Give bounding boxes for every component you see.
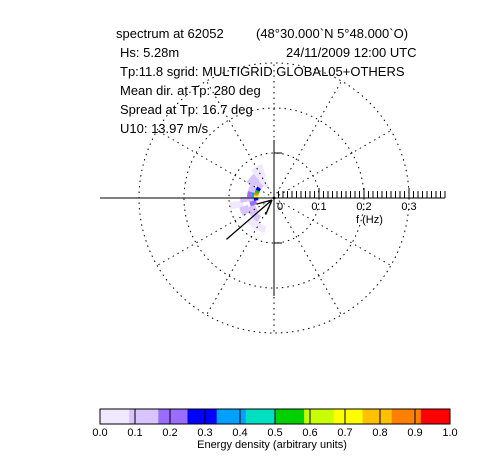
colorbar-swatch xyxy=(245,409,261,424)
colorbar-tick-label: 0.9 xyxy=(407,427,422,439)
spread-label: Spread at Tp: 16.7 deg xyxy=(120,102,253,117)
spectrum-cell xyxy=(246,216,262,231)
colorbar-swatch xyxy=(216,409,232,424)
wind-arrow xyxy=(226,199,273,240)
radial-axis-label: f (Hz) xyxy=(356,214,383,226)
colorbar-swatch xyxy=(202,409,217,424)
header: spectrum at 62052 (48°30.000`N 5°48.000`… xyxy=(116,26,417,136)
colorbar-tick-label: 0.2 xyxy=(162,427,177,439)
tp-grid-label: Tp:11.8 sgrid: MULTIGRID GLOBAL05+OTHERS xyxy=(120,64,405,79)
mean-dir-label: Mean dir. at Tp: 280 deg xyxy=(120,83,261,98)
wind-arrow-head xyxy=(256,199,273,205)
hs-label: Hs: 5.28m xyxy=(120,45,179,60)
colorbar-tick-label: 0.5 xyxy=(267,427,282,439)
polar-spoke xyxy=(273,197,342,316)
colorbar-swatch xyxy=(318,409,334,424)
colorbar-swatch xyxy=(391,409,407,424)
colorbar-tick-label: 1.0 xyxy=(442,427,457,439)
colorbar-swatch xyxy=(231,409,247,424)
colorbar-swatch xyxy=(114,409,130,424)
colorbar-swatch xyxy=(362,409,378,424)
wind-arrow-head xyxy=(265,199,273,215)
colorbar-tick-label: 0.0 xyxy=(92,427,107,439)
colorbar-tick-label: 0.3 xyxy=(197,427,212,439)
colorbar-swatch xyxy=(304,409,320,424)
spectrum-cells xyxy=(229,164,269,233)
colorbar-tick-label: 0.8 xyxy=(372,427,387,439)
colorbar-swatch xyxy=(333,409,349,424)
colorbar-tick-label: 0.4 xyxy=(232,427,247,439)
colorbar: 0.0 0.1 0.2 0.3 0.4 0.5 0.6 0.7 0.8 0.9 1.0 Energy… xyxy=(92,408,458,451)
spectrum-cell xyxy=(248,204,259,216)
colorbar-swatch xyxy=(275,409,290,424)
polar-spoke xyxy=(273,80,342,199)
radial-axis: 0 0.1 0.2 0.3 f (Hz) xyxy=(100,140,446,296)
colorbar-swatch xyxy=(187,409,203,424)
polar-spoke xyxy=(156,197,275,266)
spectrum-cell xyxy=(254,189,260,194)
radial-tick-label: 0.1 xyxy=(311,201,326,213)
spectrum-cell xyxy=(255,181,264,189)
u10-label: U10: 13.97 m/s xyxy=(120,121,209,136)
colorbar-swatch xyxy=(143,409,159,424)
colorbar-swatch xyxy=(158,409,174,424)
position-label: (48°30.000`N 5°48.000`O) xyxy=(256,26,408,41)
colorbar-tick-label: 0.1 xyxy=(127,427,142,439)
spectrum-label: spectrum at 62052 xyxy=(116,26,224,41)
radial-tick-label: 0.3 xyxy=(401,201,416,213)
colorbar-swatch xyxy=(406,409,422,424)
colorbar-swatch xyxy=(420,409,436,424)
polar-spoke xyxy=(156,130,275,199)
spectrum-cell xyxy=(258,177,269,188)
colorbar-ticks: 0.0 0.1 0.2 0.3 0.4 0.5 0.6 0.7 0.8 0.9 1.0 xyxy=(92,409,458,439)
colorbar-swatch xyxy=(377,409,392,424)
spectrum-cell xyxy=(247,191,253,198)
spectrum-cell xyxy=(255,186,262,192)
colorbar-swatch xyxy=(100,409,115,424)
colorbar-swatch xyxy=(172,409,188,424)
spectrum-cell xyxy=(229,200,244,210)
colorbar-swatch xyxy=(260,409,276,424)
polar-spoke xyxy=(206,80,275,199)
polar-spoke xyxy=(273,130,392,199)
spectrum-cell xyxy=(239,204,251,216)
colorbar-tick-label: 0.6 xyxy=(302,427,317,439)
polar-plot: 0 0.1 0.2 0.3 f (Hz) xyxy=(100,62,446,334)
radial-tick-label: 0 xyxy=(277,201,283,213)
datetime-label: 24/11/2009 12:00 UTC xyxy=(286,45,417,60)
wind-arrow-shaft xyxy=(226,199,273,240)
colorbar-swatch xyxy=(129,409,145,424)
spectrum-cell xyxy=(253,195,259,198)
spectrum-cell xyxy=(253,198,259,201)
colorbar-tick-label: 0.7 xyxy=(337,427,352,439)
polar-spoke xyxy=(273,197,392,266)
polar-spoke xyxy=(206,197,275,316)
spectrum-cell xyxy=(253,192,259,196)
colorbar-swatch xyxy=(435,409,451,424)
colorbar-swatch xyxy=(289,409,305,424)
spectrum-cell xyxy=(250,164,267,181)
spectrum-cell xyxy=(249,200,258,207)
spectrum-cell xyxy=(247,184,257,193)
colorbar-label: Energy density (arbitrary units) xyxy=(197,439,347,451)
radial-tick-label: 0.2 xyxy=(356,201,371,213)
colorbar-swatch xyxy=(347,409,363,424)
